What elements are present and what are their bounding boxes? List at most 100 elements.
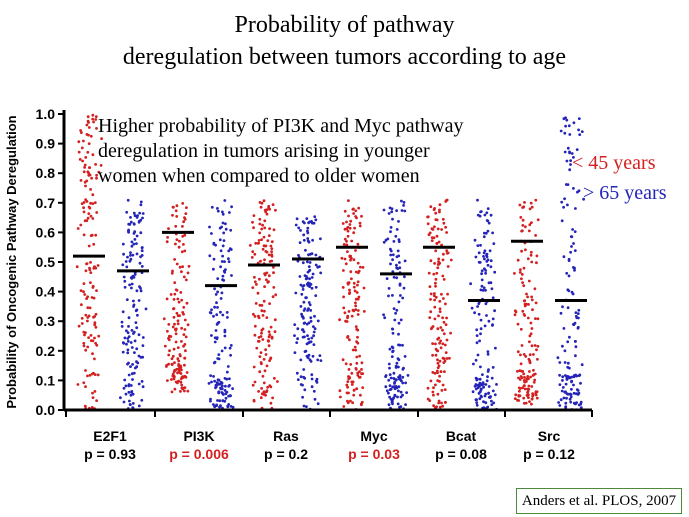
data-point [481, 381, 485, 385]
data-point [210, 334, 213, 337]
data-point [171, 269, 174, 273]
data-point [530, 385, 534, 388]
data-point [82, 201, 86, 204]
data-point [395, 308, 399, 312]
data-point [338, 389, 342, 393]
data-point [487, 385, 491, 388]
data-point [563, 150, 567, 154]
data-point [163, 344, 167, 348]
data-point [226, 405, 230, 409]
data-point [91, 113, 95, 117]
data-point [346, 250, 349, 254]
data-point [294, 223, 298, 227]
data-point [483, 324, 487, 328]
data-point [342, 306, 346, 310]
data-point [95, 126, 98, 130]
data-point [168, 349, 171, 353]
data-point [574, 345, 578, 349]
data-point [310, 373, 314, 377]
data-point [216, 306, 219, 309]
data-point [179, 390, 182, 393]
data-point [429, 310, 433, 314]
data-point [566, 361, 570, 365]
data-point [528, 340, 531, 344]
data-point [480, 278, 484, 282]
data-point [576, 312, 580, 315]
data-point [260, 331, 263, 335]
data-point [184, 349, 187, 353]
data-point [210, 205, 214, 209]
data-point [531, 394, 535, 398]
data-point [262, 390, 266, 394]
data-point [362, 310, 366, 313]
data-point [530, 344, 534, 348]
data-point [212, 403, 215, 406]
data-point [214, 329, 218, 332]
data-point [444, 225, 447, 229]
data-point [490, 403, 494, 406]
data-point [484, 392, 488, 396]
data-point [483, 257, 486, 261]
data-point [572, 187, 575, 190]
data-point [310, 377, 314, 381]
data-point [168, 334, 171, 338]
data-point [534, 391, 538, 395]
data-point [354, 270, 358, 274]
data-point [382, 208, 386, 212]
data-point [270, 250, 273, 254]
data-point [263, 226, 267, 230]
data-point [493, 393, 497, 397]
data-point [430, 326, 434, 330]
data-point [362, 286, 366, 290]
data-point [82, 381, 86, 385]
data-point [129, 341, 133, 344]
data-point [401, 375, 405, 379]
data-point [524, 355, 528, 358]
data-point [348, 288, 351, 292]
data-point [220, 260, 224, 263]
data-point [519, 327, 523, 331]
legend-young: < 45 years [572, 152, 656, 174]
data-point [436, 361, 440, 365]
data-point [181, 386, 185, 390]
data-point [473, 311, 476, 315]
data-point [252, 365, 256, 369]
data-point [572, 401, 576, 405]
data-point [562, 327, 566, 330]
data-point [518, 203, 522, 207]
data-point [491, 296, 495, 300]
data-point [208, 225, 211, 229]
data-point [302, 330, 306, 334]
data-point [219, 310, 222, 314]
data-point [343, 209, 347, 213]
data-point [84, 385, 87, 388]
data-point [267, 330, 271, 334]
data-point [131, 402, 135, 405]
data-point [426, 222, 430, 226]
data-point [127, 373, 131, 377]
data-point [210, 232, 213, 235]
data-point [437, 314, 440, 318]
data-point [534, 234, 537, 237]
data-point [432, 404, 435, 408]
data-point [216, 378, 220, 382]
data-point [296, 337, 299, 341]
data-point [442, 252, 445, 256]
data-point [262, 199, 266, 203]
data-point [522, 284, 526, 288]
data-point [396, 249, 400, 253]
data-point [568, 397, 572, 401]
data-point [433, 207, 436, 210]
category-label: Bcat [446, 428, 477, 444]
data-point [269, 325, 273, 329]
data-point [564, 401, 568, 405]
data-point [173, 322, 176, 326]
data-point [228, 247, 232, 251]
data-point [558, 383, 562, 386]
data-point [271, 295, 275, 299]
data-point [438, 341, 441, 345]
data-point [208, 311, 212, 314]
data-point [174, 327, 178, 331]
data-point [93, 390, 97, 393]
